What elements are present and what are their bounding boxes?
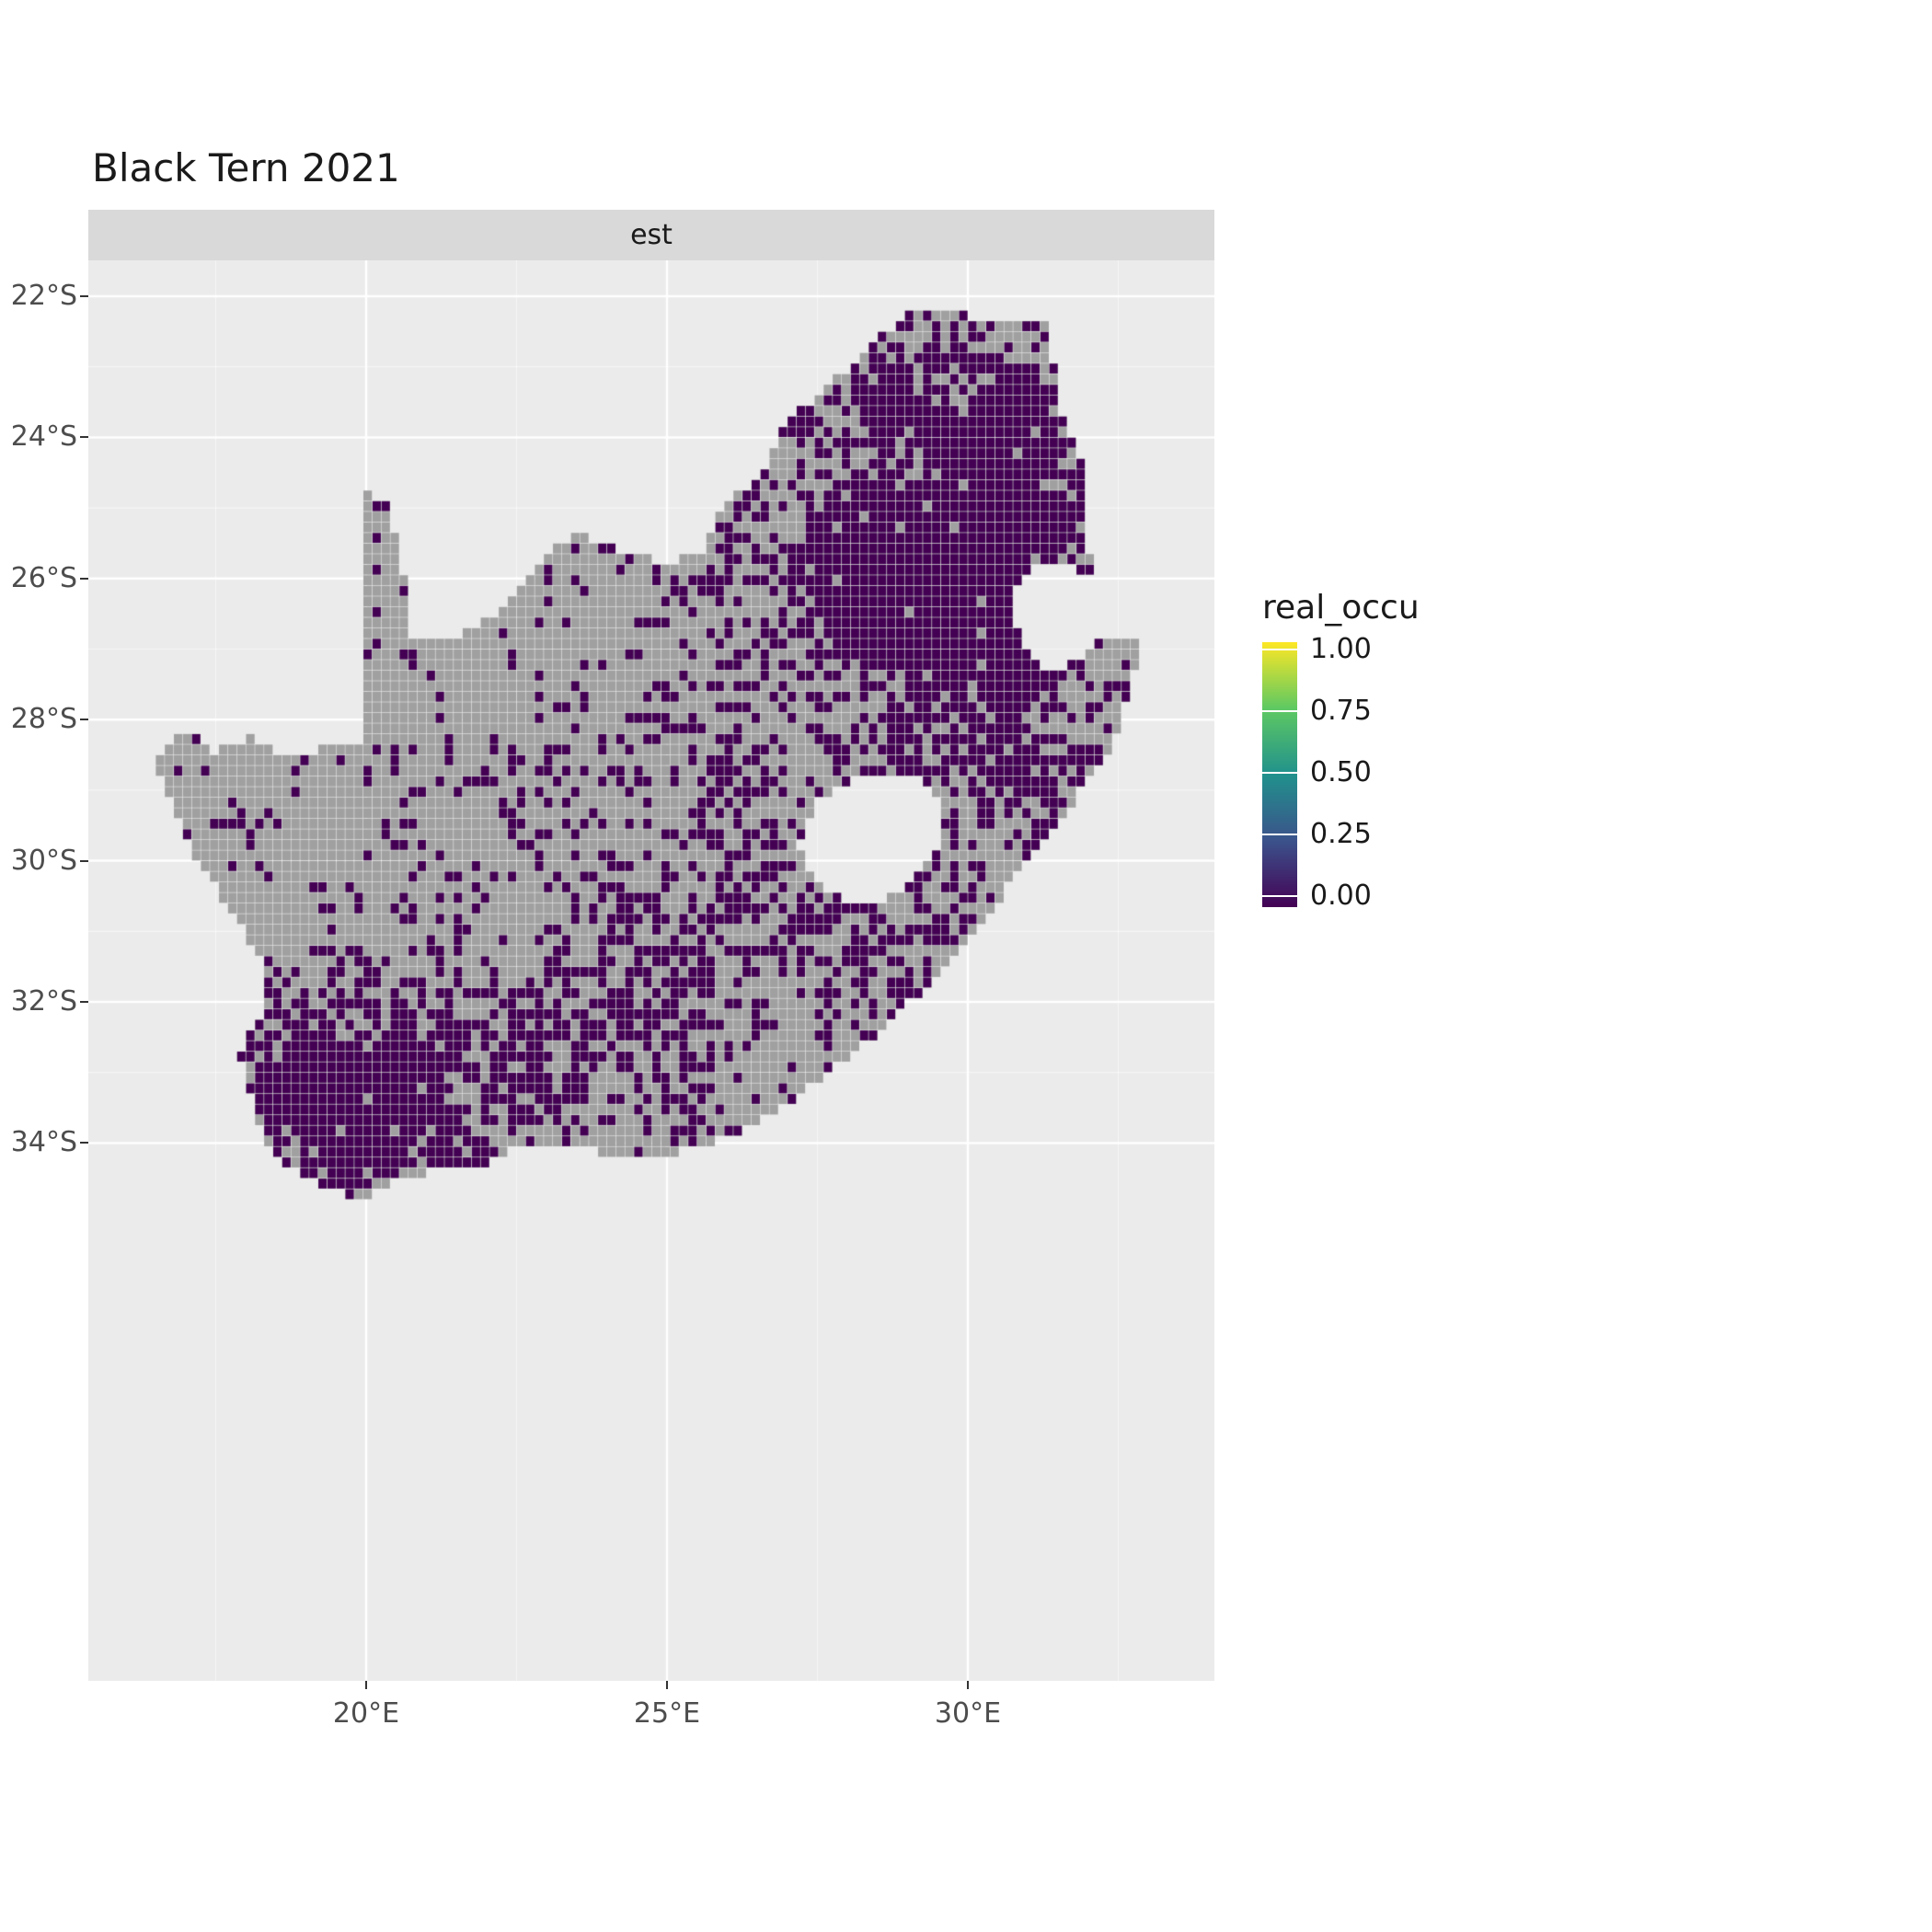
map-canvas [88,260,1214,1681]
plot-title: Black Tern 2021 [92,145,400,190]
y-tick-label: 30°S [10,844,77,877]
legend-tick-mark [1262,834,1297,835]
legend-tick-label: 0.50 [1310,756,1372,788]
legend-title: real_occu [1262,589,1420,627]
x-tick-label: 30°E [934,1697,1002,1730]
y-tick-mark [80,719,88,721]
y-tick-mark [80,859,88,862]
legend-tick-mark [1262,895,1297,897]
y-tick-label: 34°S [10,1126,77,1159]
y-tick-label: 22°S [10,280,77,312]
legend-tick-mark [1262,772,1297,774]
y-tick-label: 28°S [10,703,77,736]
x-tick-mark [967,1681,969,1689]
x-tick-label: 25°E [633,1697,701,1730]
legend-colorbar [1262,642,1297,907]
y-tick-mark [80,295,88,297]
legend-tick-label: 0.00 [1310,880,1372,912]
y-tick-label: 26°S [10,561,77,594]
y-tick-mark [80,577,88,580]
y-tick-mark [80,1142,88,1144]
legend-tick-mark [1262,710,1297,712]
legend-tick-label: 0.25 [1310,818,1372,850]
y-tick-label: 32°S [10,985,77,1018]
facet-label: est [630,219,673,251]
legend-tick-label: 1.00 [1310,633,1372,665]
facet-strip: est [88,210,1214,260]
x-tick-mark [666,1681,668,1689]
x-tick-mark [365,1681,367,1689]
legend-tick-mark [1262,649,1297,650]
y-tick-label: 24°S [10,420,77,454]
x-tick-label: 20°E [332,1697,400,1730]
legend-tick-label: 0.75 [1310,695,1372,727]
y-tick-mark [80,1001,88,1003]
y-tick-mark [80,436,88,439]
